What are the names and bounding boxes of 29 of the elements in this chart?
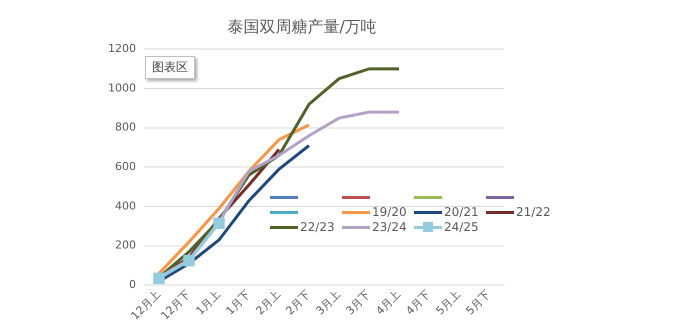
y-tick-label: 400 <box>114 199 136 212</box>
x-tick-label: 3月下 <box>343 288 374 318</box>
y-tick-label: 0 <box>128 278 136 292</box>
point <box>183 254 195 266</box>
x-tick-label: 5月上 <box>433 288 464 318</box>
x-tick-label: 12月下 <box>158 288 194 322</box>
legend-label: 20/21 <box>444 205 479 219</box>
y-tick-label: 1200 <box>108 42 136 56</box>
x-tick-label: 1月下 <box>223 288 254 318</box>
annotation: 图表区 <box>145 56 195 79</box>
legend-label: 24/25 <box>444 220 479 234</box>
x-tick-label: 3月上 <box>313 288 344 318</box>
x-tick-label: 2月下 <box>283 288 314 318</box>
legend-label: 22/23 <box>300 220 335 234</box>
y-tick-label: 200 <box>114 238 136 252</box>
y-tick-label: 800 <box>114 120 136 134</box>
x-tick-label: 1月上 <box>193 288 224 318</box>
legend-label: 21/22 <box>516 205 551 219</box>
chart-title: 泰国双周糖产量/万吨 <box>227 16 377 36</box>
point <box>153 272 165 284</box>
point <box>213 218 225 229</box>
x-tick-label: 4月下 <box>403 288 434 318</box>
legend-label: 19/20 <box>372 205 407 219</box>
x-tick-label: 2月上 <box>253 288 284 318</box>
y-tick-label: 600 <box>114 160 136 174</box>
x-tick-label: 5月下 <box>463 288 494 318</box>
x-tick-label: 4月上 <box>373 288 404 318</box>
y-tick-label: 1000 <box>108 81 136 94</box>
legend-label: 23/24 <box>372 220 407 234</box>
